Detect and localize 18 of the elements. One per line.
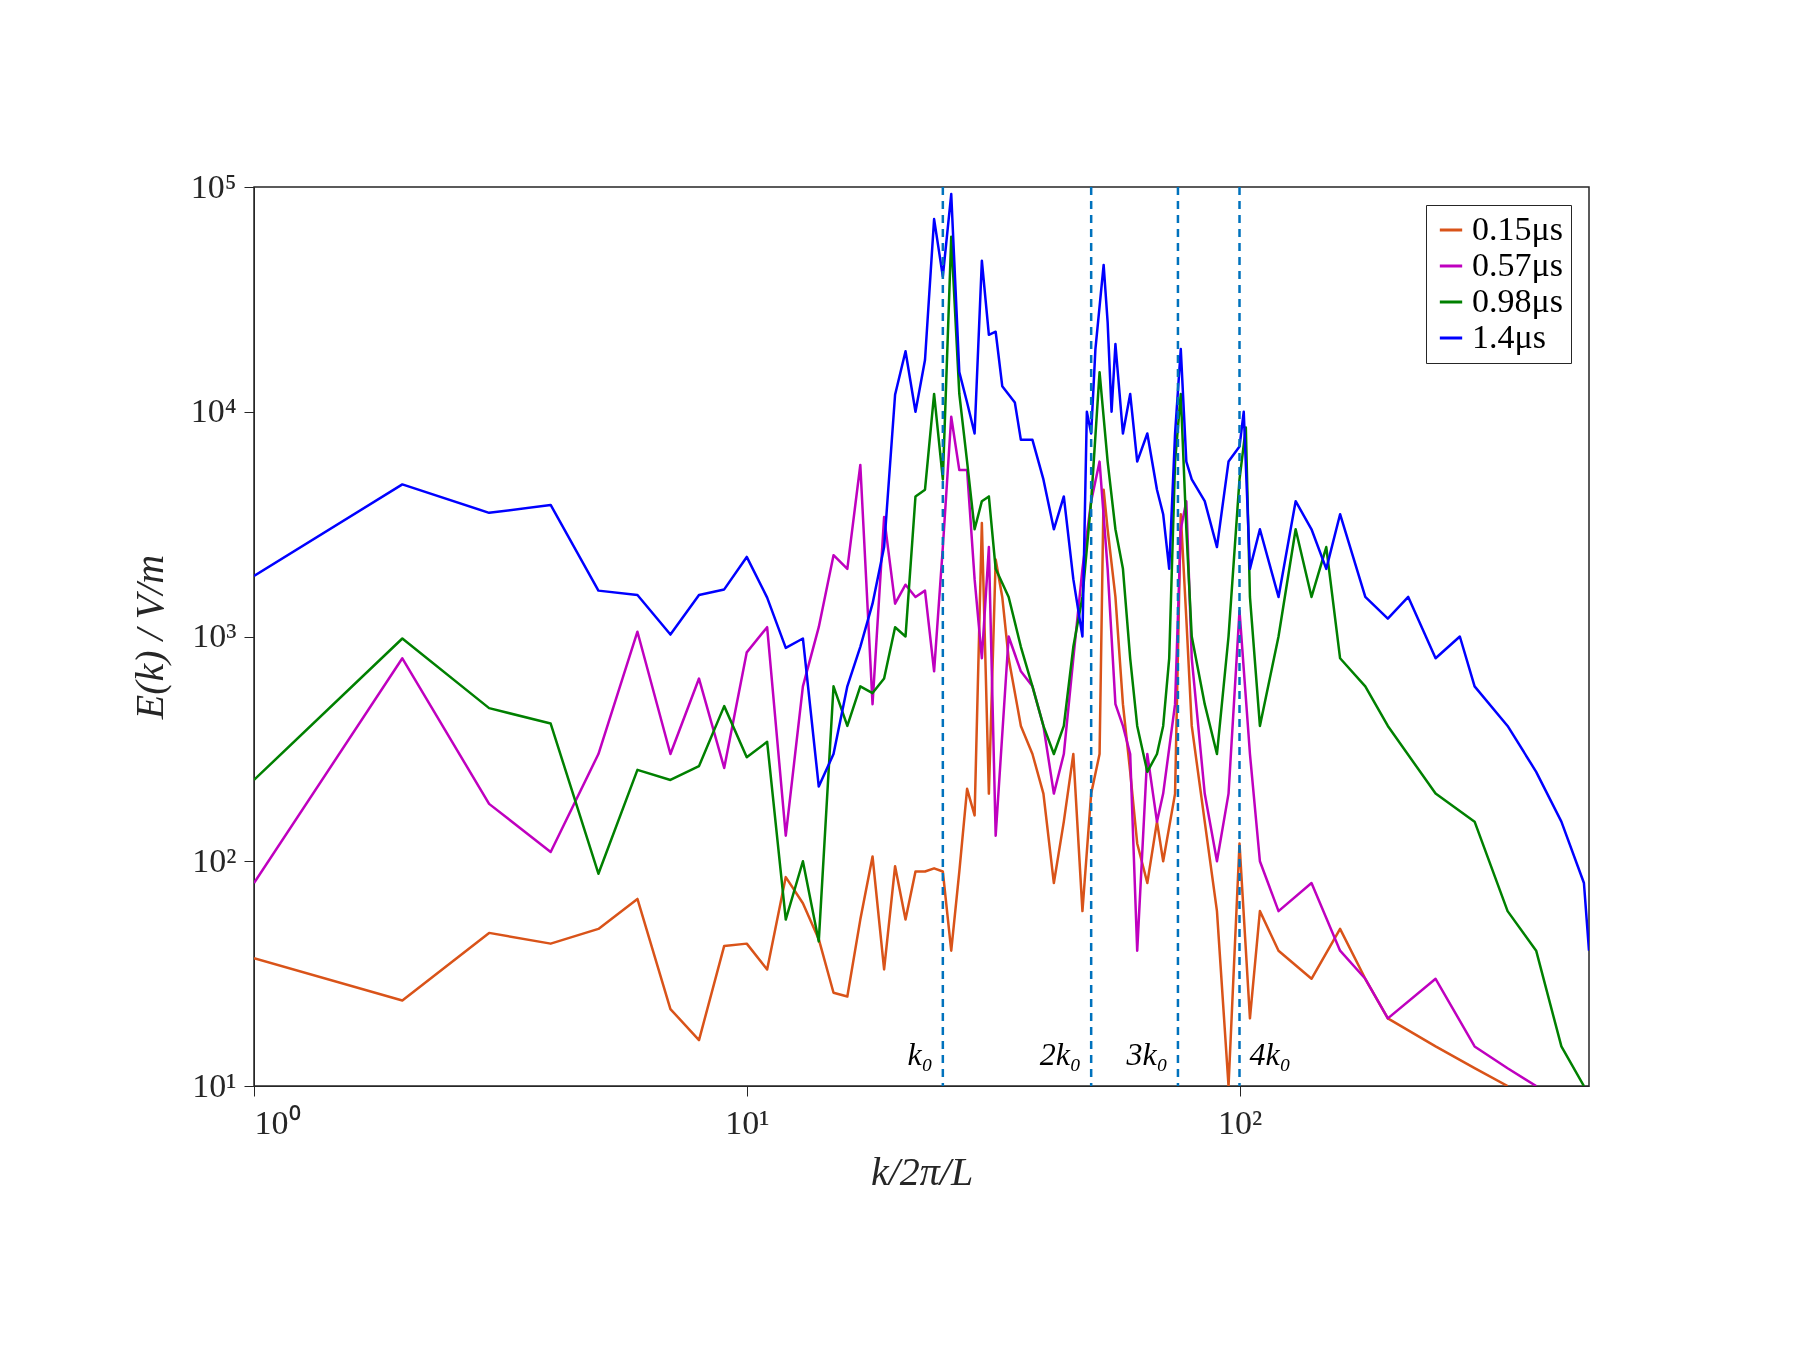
x-tick-label: 10⁰ <box>254 1103 301 1141</box>
legend-label: 0.98μs <box>1472 282 1563 319</box>
y-tick-label: 10³ <box>192 617 237 654</box>
y-tick-label: 10² <box>192 841 237 879</box>
x-axis-title: k/2π/L <box>870 1148 974 1194</box>
legend-label: 0.15μs <box>1472 210 1563 247</box>
ref-line-label: k₀ <box>907 1036 933 1072</box>
ref-line-label: 4k₀ <box>1249 1036 1291 1072</box>
x-tick-label: 10² <box>1217 1103 1263 1141</box>
legend-label: 1.4μs <box>1472 318 1546 355</box>
ref-line-label: 2k₀ <box>1039 1036 1082 1072</box>
y-tick-label: 10⁵ <box>190 167 237 205</box>
y-axis-title: E(k) / V/m <box>126 554 172 721</box>
ref-line-label: 3k₀ <box>1125 1036 1168 1072</box>
y-tick-label: 10⁴ <box>190 392 237 430</box>
x-tick-label: 10¹ <box>725 1103 770 1141</box>
y-tick-label: 10¹ <box>192 1066 237 1104</box>
legend-label: 0.57μs <box>1472 246 1563 283</box>
